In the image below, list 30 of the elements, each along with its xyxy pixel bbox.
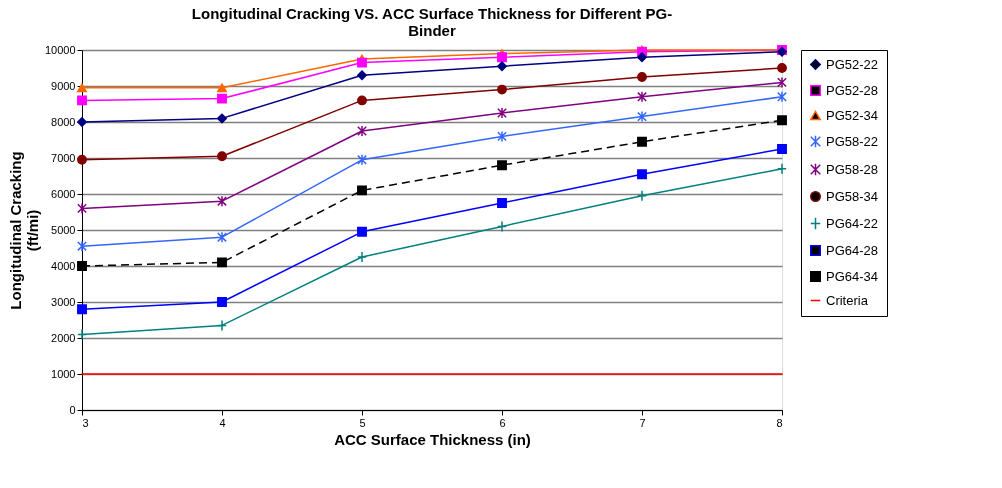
- chart-title: Longitudinal Cracking VS. ACC Surface Thickness for Different PG-Binder: [191, 4, 673, 39]
- legend-label: PG64-28: [826, 242, 879, 258]
- legend-label: PG58-22: [826, 133, 879, 149]
- legend-label: PG58-34: [826, 188, 879, 204]
- legend-label: Criteria: [826, 292, 869, 308]
- legend-label: PG58-28: [826, 161, 879, 177]
- y-axis-title: Longitudinal Cracking (ft/mi): [6, 151, 41, 310]
- y-tick-label: 9000: [51, 79, 76, 92]
- y-tick-label: 8000: [51, 115, 76, 128]
- legend-label: PG64-22: [826, 215, 879, 231]
- y-tick-label: 0: [69, 403, 76, 416]
- y-tick-label: 3000: [51, 295, 76, 308]
- x-tick-label: 3: [82, 416, 89, 429]
- y-tick-label: 2000: [51, 331, 76, 344]
- x-tick-label: 5: [359, 416, 366, 429]
- legend-label: PG52-22: [826, 56, 879, 72]
- y-tick-label: 4000: [51, 259, 76, 272]
- x-tick-label: 4: [219, 416, 226, 429]
- y-tick-label: 7000: [51, 151, 76, 164]
- legend-label: PG52-34: [826, 107, 879, 123]
- legend-label: PG52-28: [826, 82, 879, 98]
- y-tick-label: 6000: [51, 187, 76, 200]
- x-tick-label: 8: [776, 416, 783, 429]
- x-axis-title: ACC Surface Thickness (in): [334, 430, 531, 448]
- legend-label: PG64-34: [826, 268, 879, 284]
- y-tick-label: 1000: [51, 367, 76, 380]
- y-tick-label: 10000: [44, 43, 76, 56]
- y-tick-label: 5000: [51, 223, 76, 236]
- x-tick-label: 6: [499, 416, 506, 429]
- x-tick-label: 7: [639, 416, 646, 429]
